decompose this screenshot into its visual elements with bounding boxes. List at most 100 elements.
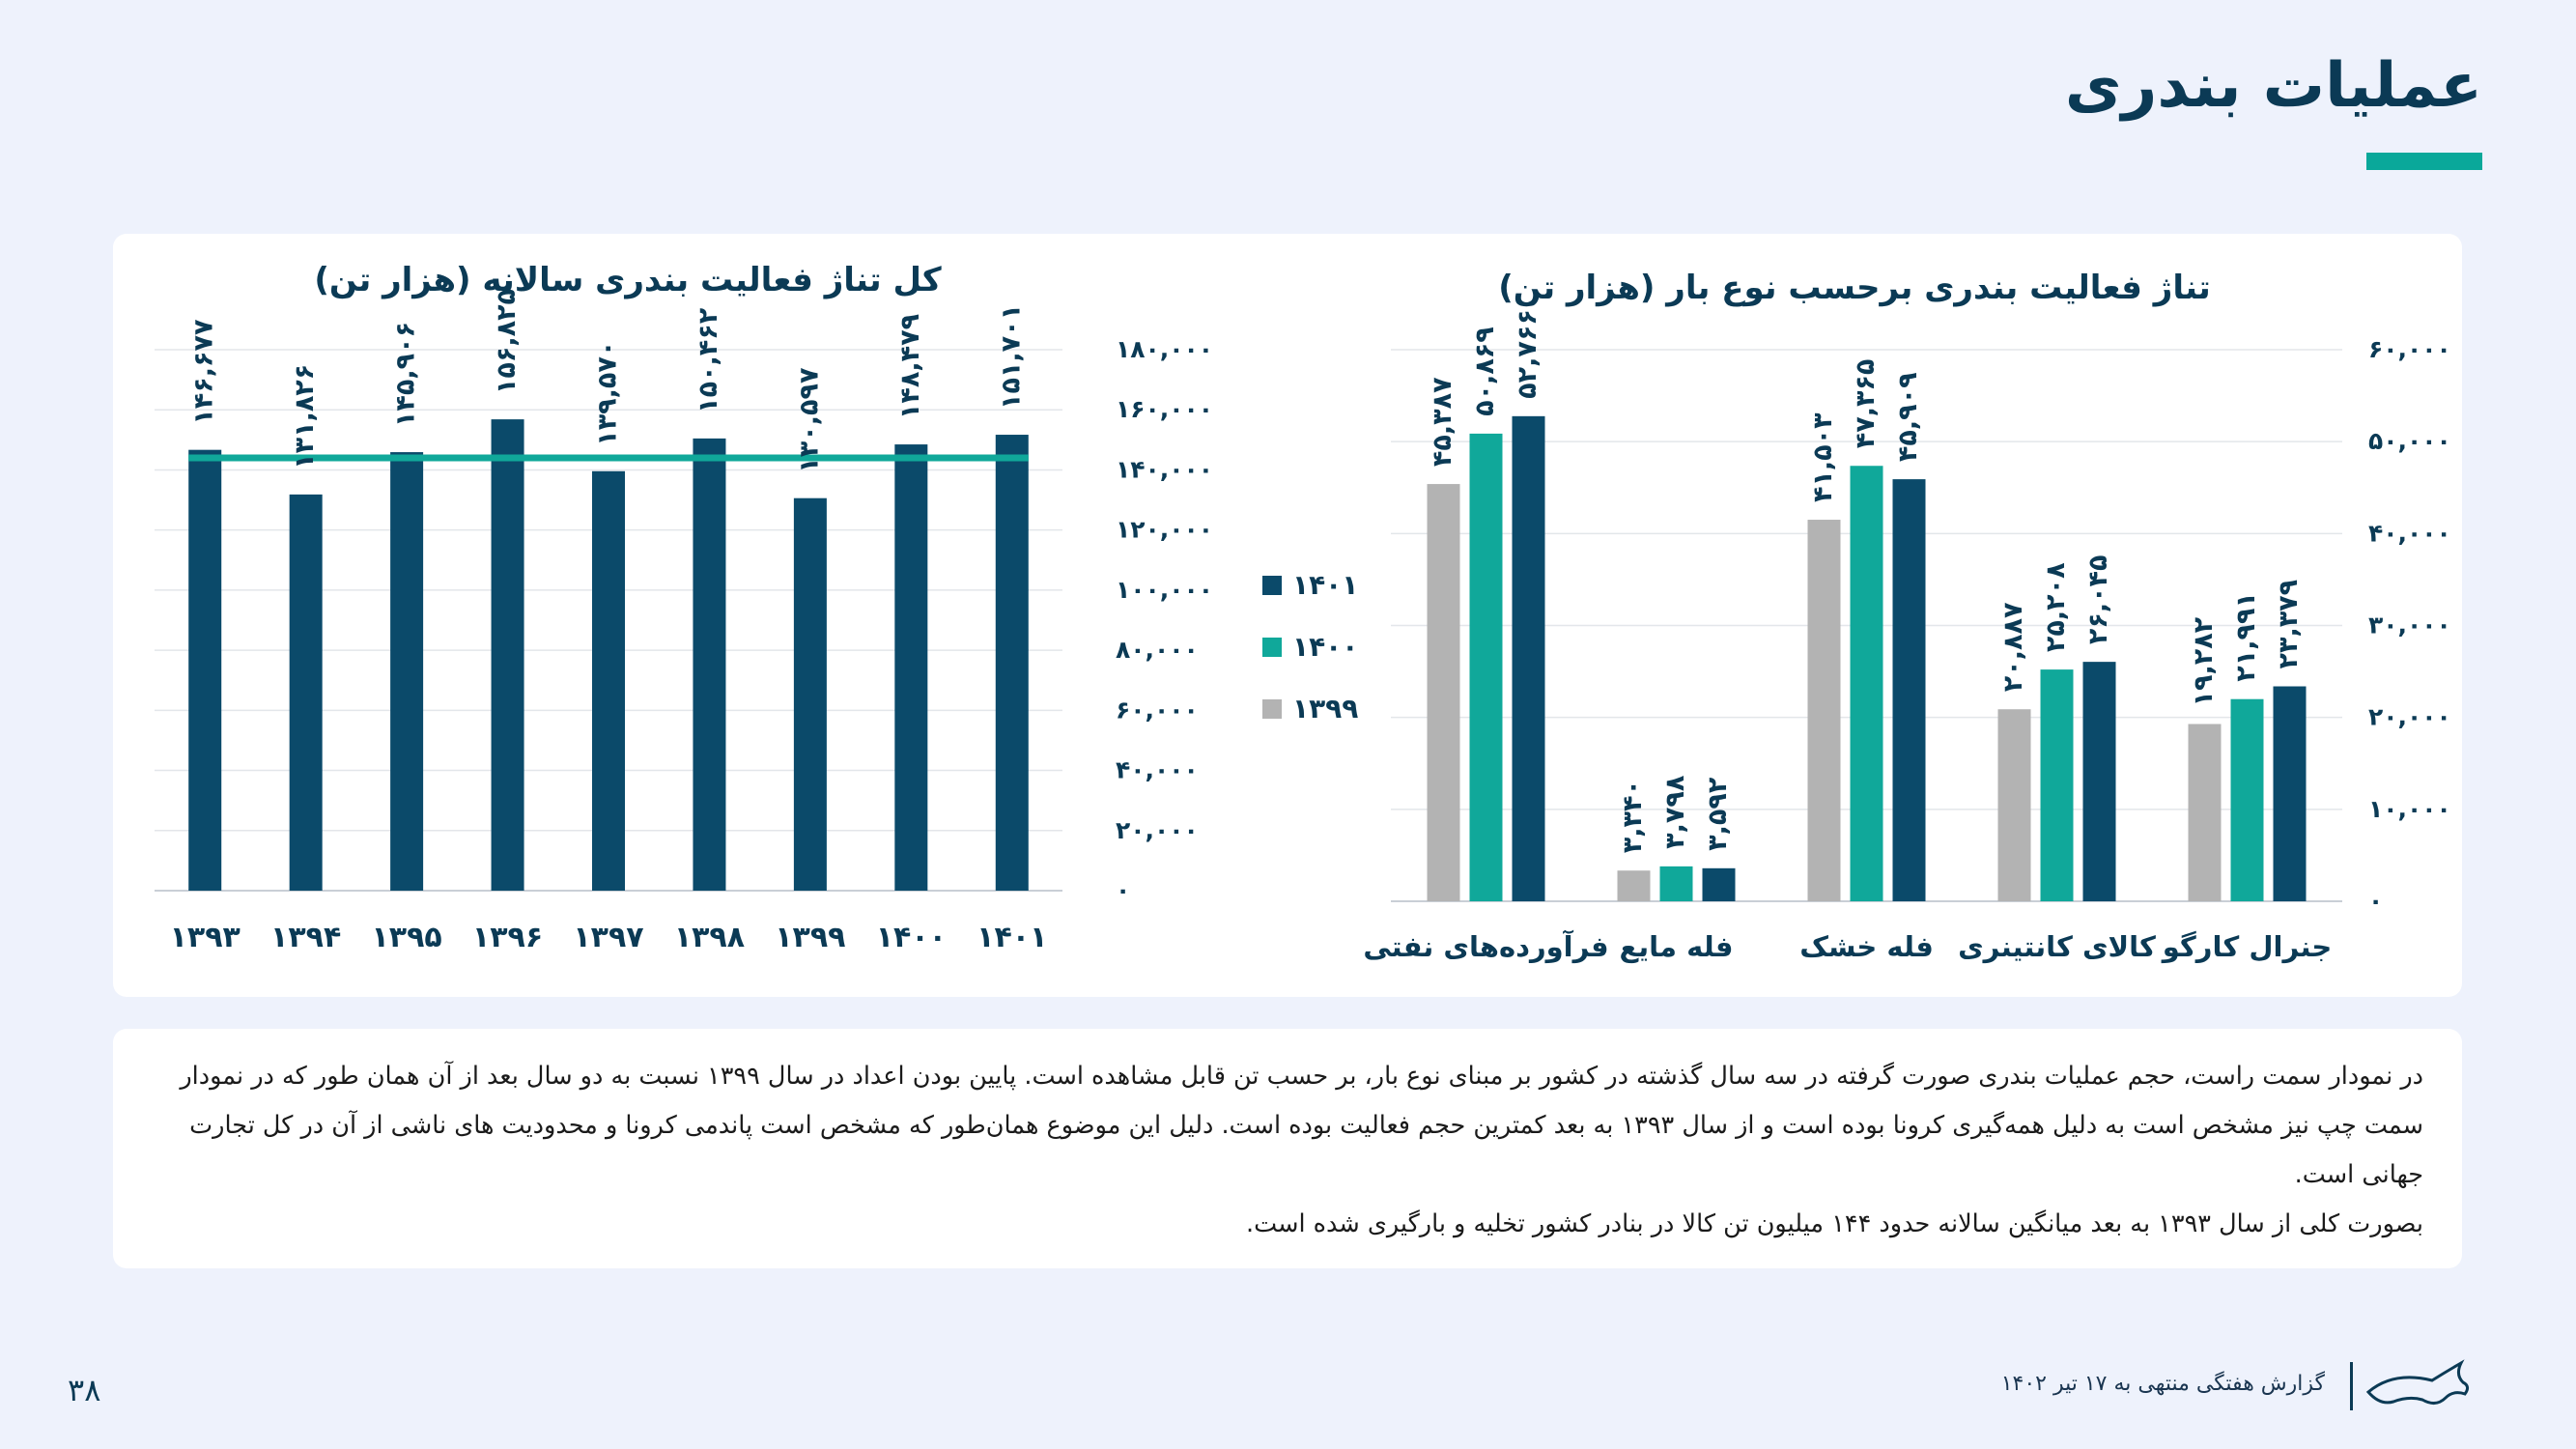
- bar: [1469, 433, 1503, 901]
- bar: [1427, 484, 1460, 901]
- bar: [1659, 866, 1693, 901]
- legend: ۱۴۰۱ ۱۴۰۰ ۱۳۹۹: [1262, 569, 1358, 724]
- value-label: ۴۷,۳۶۵: [1851, 359, 1881, 449]
- value-label: ۳,۳۴۰: [1618, 780, 1648, 853]
- x-tick-label: فرآورده‌های نفتی: [1363, 929, 1608, 963]
- x-tick-label: ۱۳۹۸: [674, 921, 745, 954]
- x-tick-label: ۱۴۰۰: [876, 921, 947, 954]
- bar: [894, 444, 928, 891]
- y-tick-label: ۲۰,۰۰۰: [2368, 703, 2451, 731]
- value-label: ۴۱,۵۰۳: [1808, 412, 1838, 502]
- value-label: ۲۱,۹۹۱: [2231, 592, 2261, 682]
- left-chart-title: کل تناژ فعالیت بندری سالانه (هزار تن): [314, 261, 942, 299]
- bar: [693, 438, 726, 891]
- bull-logo-icon: [2365, 1359, 2470, 1405]
- y-tick-label: ۱۲۰,۰۰۰: [1116, 516, 1213, 544]
- bar: [390, 452, 424, 891]
- bar: [995, 435, 1029, 891]
- value-label: ۲۶,۰۴۵: [2083, 554, 2113, 644]
- left-chart-y-ticks: ۰ ۲۰,۰۰۰ ۴۰,۰۰۰ ۶۰,۰۰۰ ۸۰,۰۰۰ ۱۰۰,۰۰۰ ۱۲۰,۰۰۰ ۱…: [1116, 335, 1213, 904]
- value-label: ۱۴۸,۴۷۹: [895, 314, 925, 419]
- bar: [1807, 520, 1841, 901]
- y-tick-label: ۱۰۰,۰۰۰: [1116, 576, 1213, 604]
- value-label: ۲۰,۸۸۷: [1998, 602, 2028, 692]
- bar: [289, 494, 323, 891]
- y-tick-label: ۲۰,۰۰۰: [1116, 816, 1199, 844]
- value-label: ۳,۷۹۸: [1660, 775, 1690, 849]
- bar: [2273, 686, 2307, 901]
- legend-label: ۱۳۹۹: [1292, 693, 1358, 724]
- value-label: ۱۹,۲۸۲: [2189, 616, 2219, 706]
- x-tick-label: ۱۳۹۴: [270, 921, 341, 954]
- y-tick-label: ۱۶۰,۰۰۰: [1116, 395, 1213, 423]
- value-label: ۱۳۰,۵۹۷: [794, 367, 824, 473]
- value-label: ۱۴۵,۹۰۶: [391, 322, 421, 427]
- y-tick-label: ۶۰,۰۰۰: [1116, 696, 1199, 724]
- bar: [1702, 867, 1736, 901]
- bar: [1512, 415, 1545, 901]
- value-label: ۱۵۰,۴۶۲: [694, 307, 723, 413]
- description-box: در نمودار سمت راست، حجم عملیات بندری صور…: [113, 1029, 2462, 1268]
- bar: [1850, 466, 1883, 901]
- value-label: ۱۳۱,۸۲۶: [290, 364, 320, 469]
- footer-divider: [2350, 1362, 2353, 1410]
- legend-swatch: [1262, 576, 1282, 595]
- value-label: ۴۵,۹۰۹: [1893, 372, 1923, 462]
- y-tick-label: ۴۰,۰۰۰: [2368, 519, 2451, 547]
- y-tick-label: ۶۰,۰۰۰: [2368, 335, 2451, 363]
- value-label: ۳,۵۹۲: [1703, 777, 1733, 851]
- x-tick-label: ۱۳۹۹: [775, 921, 845, 954]
- bar: [793, 497, 827, 891]
- right-chart-y-ticks: ۰ ۱۰,۰۰۰ ۲۰,۰۰۰ ۳۰,۰۰۰ ۴۰,۰۰۰ ۵۰,۰۰۰ ۶۰,۰۰۰: [2368, 335, 2451, 915]
- legend-swatch: [1262, 638, 1282, 657]
- bar: [1617, 870, 1651, 901]
- right-chart-value-labels: ۴۵,۳۸۷ ۵۰,۸۶۹ ۵۲,۷۶۶ ۳,۳۴۰ ۳,۷۹۸ ۳,۵۹۲ ۴۱,۵۰۳ ۴…: [1428, 309, 2304, 853]
- x-tick-label: کالای کانتینری: [1958, 930, 2156, 963]
- value-label: ۴۵,۳۸۷: [1428, 377, 1458, 467]
- value-label: ۵۰,۸۶۹: [1470, 327, 1500, 416]
- x-tick-label: ۱۳۹۶: [472, 921, 543, 954]
- x-tick-label: فله مایع: [1619, 930, 1733, 963]
- bar: [1892, 479, 1926, 901]
- y-tick-label: ۰: [1116, 876, 1130, 904]
- bar: [2230, 698, 2264, 901]
- bar: [188, 449, 222, 891]
- y-tick-label: ۰: [2368, 887, 2383, 915]
- bar: [2188, 724, 2222, 901]
- report-label: گزارش هفتگی منتهی به ۱۷ تیر ۱۴۰۲: [2000, 1372, 2325, 1396]
- value-label: ۲۵,۲۰۸: [2041, 562, 2071, 652]
- left-chart-bars: [188, 419, 1029, 891]
- title-underline: [2366, 153, 2482, 170]
- legend-label: ۱۴۰۱: [1292, 569, 1358, 601]
- value-label: ۵۲,۷۶۶: [1513, 309, 1543, 399]
- y-tick-label: ۵۰,۰۰۰: [2368, 427, 2451, 455]
- y-tick-label: ۱۰,۰۰۰: [2368, 795, 2451, 823]
- right-chart-x-ticks: فرآورده‌های نفتی فله مایع فله خشک کالای کان…: [1363, 929, 2332, 963]
- left-chart-x-ticks: ۱۳۹۳ ۱۳۹۴ ۱۳۹۵ ۱۳۹۶ ۱۳۹۷ ۱۳۹۸ ۱۳۹۹ ۱۴۰۰ ۱۴۰۱: [170, 921, 1048, 954]
- bar: [2082, 662, 2116, 901]
- value-label: ۱۵۱,۷۰۱: [996, 304, 1026, 410]
- description-paragraph-2: بصورت کلی از سال ۱۳۹۳ به بعد میانگین سال…: [1245, 1209, 2423, 1238]
- x-tick-label: ۱۳۹۷: [573, 921, 643, 954]
- left-chart-value-labels: ۱۴۶,۶۷۷ ۱۳۱,۸۲۶ ۱۴۵,۹۰۶ ۱۵۶,۸۲۵ ۱۳۹,۵۷۰ ۱۵۰,۴…: [189, 289, 1027, 473]
- page-title: عملیات بندری: [2064, 50, 2482, 122]
- y-tick-label: ۸۰,۰۰۰: [1116, 636, 1199, 664]
- bar: [1997, 709, 2031, 901]
- x-tick-label: ۱۳۹۳: [170, 921, 241, 954]
- legend-swatch: [1262, 699, 1282, 719]
- page-number: ۳۸: [68, 1372, 101, 1408]
- right-chart-title: تناژ فعالیت بندری برحسب نوع بار (هزار تن…: [1498, 269, 2211, 307]
- x-tick-label: فله خشک: [1799, 930, 1934, 963]
- y-tick-label: ۱۴۰,۰۰۰: [1116, 455, 1213, 483]
- value-label: ۱۳۹,۵۷۰: [593, 341, 623, 446]
- bar: [592, 470, 625, 891]
- bar: [491, 419, 524, 891]
- y-tick-label: ۴۰,۰۰۰: [1116, 756, 1199, 784]
- right-chart-bars: [1427, 415, 2307, 901]
- y-tick-label: ۳۰,۰۰۰: [2368, 611, 2451, 639]
- value-label: ۱۵۶,۸۲۵: [492, 289, 522, 394]
- bar: [2040, 669, 2074, 901]
- value-label: ۱۴۶,۶۷۷: [189, 319, 219, 425]
- y-tick-label: ۱۸۰,۰۰۰: [1116, 335, 1213, 363]
